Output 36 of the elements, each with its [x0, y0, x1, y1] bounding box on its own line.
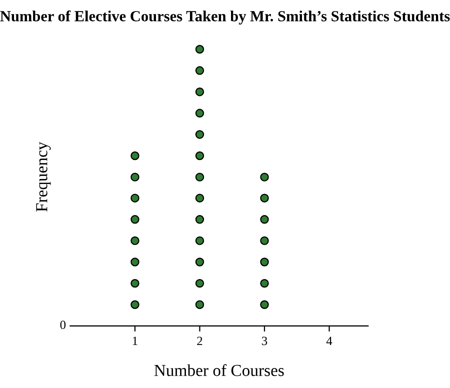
- point: [195, 172, 204, 182]
- point: [260, 172, 269, 182]
- point: [260, 258, 269, 266]
- point: [130, 258, 140, 266]
- x-tick-label: 2: [197, 336, 202, 346]
- text: 0: [60, 320, 66, 330]
- x-tick-label: 3: [262, 336, 268, 346]
- point: [195, 66, 204, 75]
- point: [260, 300, 269, 309]
- point: [260, 236, 269, 246]
- point: [195, 130, 204, 139]
- point: [195, 258, 204, 266]
- point: [195, 215, 204, 224]
- point: [195, 44, 204, 54]
- point: [130, 151, 140, 160]
- point: [260, 215, 269, 224]
- chart-title: Number of Elective Courses Taken by Mr. Smith’s Statistics Students: [0, 10, 450, 24]
- point: [130, 215, 140, 224]
- point: [260, 194, 269, 202]
- point: [130, 194, 140, 202]
- point: [130, 172, 140, 182]
- x-axis-title: Number of Courses: [154, 364, 284, 376]
- point: [195, 194, 204, 202]
- point: [195, 108, 204, 118]
- point: [195, 151, 204, 160]
- point: [260, 278, 269, 288]
- point: [195, 236, 204, 246]
- point: [130, 300, 140, 309]
- point: [195, 300, 204, 309]
- x-tick-label: 4: [326, 336, 332, 346]
- y-axis-title: Frequency: [36, 142, 51, 212]
- point: [195, 278, 204, 288]
- point: [195, 87, 204, 96]
- x-tick-label: 1: [132, 336, 138, 346]
- point: [130, 278, 140, 288]
- point: [130, 236, 140, 246]
